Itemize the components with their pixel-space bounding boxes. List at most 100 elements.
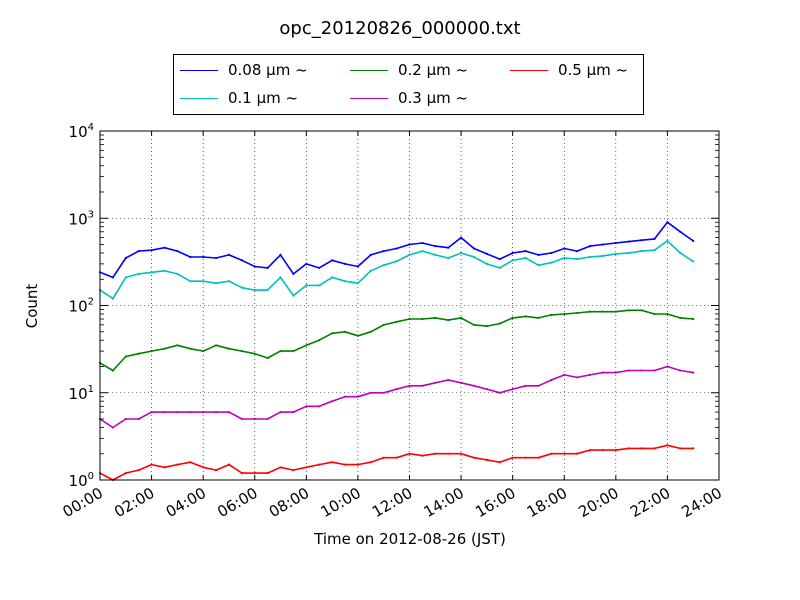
series-2-point (382, 323, 385, 326)
series-2-point (627, 309, 630, 312)
series-0-point (369, 253, 372, 256)
series-1-point (111, 297, 114, 300)
series-2-point (679, 316, 682, 319)
series-1-point (472, 255, 476, 259)
series-3-point (434, 381, 437, 384)
series-0-point (563, 247, 566, 250)
series-1-point (421, 250, 424, 253)
series-4-point (524, 456, 527, 459)
series-1-point (447, 256, 450, 260)
legend-label: 0.3 μm ~ (398, 89, 469, 107)
series-2-point (266, 356, 269, 360)
series-0-point (356, 265, 359, 268)
series-2-point (588, 310, 592, 313)
series-3-point (472, 384, 476, 387)
series-4-point (343, 463, 347, 466)
series-3-point (266, 417, 269, 421)
series-3-point (305, 405, 308, 408)
series-2-point (395, 320, 398, 323)
series-2-point (460, 316, 463, 319)
series-1-point (408, 253, 411, 256)
series-4-point (215, 469, 218, 472)
series-0-point (227, 253, 231, 256)
series-2-point (524, 315, 527, 318)
legend-line (180, 97, 218, 99)
series-3-point (331, 400, 334, 403)
series-1-point (537, 264, 540, 267)
series-2-point (279, 350, 282, 353)
series-4-point (266, 472, 269, 475)
x-tick-label: 18:00 (524, 484, 570, 521)
series-0-point (524, 250, 527, 253)
series-4-point (485, 458, 488, 461)
series-0-point (253, 265, 256, 268)
series-3-point (202, 411, 205, 414)
y-axis-label: Count (23, 284, 41, 329)
series-3-point (111, 426, 114, 429)
x-axis-label: Time on 2012-08-26 (JST) (313, 530, 506, 548)
x-tick-label: 08:00 (266, 484, 312, 521)
series-0-point (550, 251, 553, 255)
series-1-point (498, 266, 501, 269)
series-0-point (408, 243, 411, 246)
series-3-point (640, 369, 643, 372)
series-4-point (550, 452, 553, 455)
series-4-point (601, 449, 605, 452)
series-0-point (318, 266, 321, 269)
legend-line (350, 97, 388, 99)
series-4-point (576, 452, 579, 455)
series-3-point (511, 388, 514, 391)
series-1-point (331, 276, 334, 279)
x-tick-label: 16:00 (472, 484, 518, 521)
y-tick-label: 102 (69, 297, 94, 316)
series-1-point (550, 261, 553, 264)
series-4-point (472, 456, 476, 459)
series-4-point (150, 463, 153, 466)
axis-ticks (99, 130, 720, 481)
series-3-point (485, 388, 488, 391)
series-1-point (576, 258, 579, 261)
series-1-point (292, 294, 295, 297)
series-2-point (189, 347, 192, 350)
series-3-point (279, 411, 282, 414)
series-3-point (253, 417, 256, 421)
series-3-point (318, 405, 321, 408)
series-2-point (111, 369, 114, 372)
series-2-point (640, 309, 643, 312)
series-3-point (215, 411, 218, 414)
series-4-point (305, 466, 308, 469)
series-2-point (318, 339, 321, 342)
x-tick-labels: 00:00 02:00 04:00 06:00 08:00 10:00 12:00 14:00… (60, 484, 725, 521)
series-1-point (460, 251, 463, 255)
series-4-point (137, 469, 140, 472)
series-4-point (279, 466, 282, 469)
series-1-point (627, 251, 630, 255)
series-2-point (666, 312, 669, 316)
series-0-point (588, 245, 592, 248)
series-1-point (253, 289, 256, 292)
series-3-point (163, 411, 166, 414)
series-2-point (550, 313, 553, 316)
series-1-point (485, 262, 488, 265)
series-4-point (382, 456, 385, 459)
series-2-point (692, 317, 695, 321)
series-3-point (498, 391, 501, 394)
series-2-point (215, 344, 218, 347)
series-3-point (421, 384, 424, 387)
series-3-point (189, 411, 192, 414)
series-0-point (421, 241, 424, 245)
series-0-point (692, 239, 695, 242)
series-0-point (240, 259, 243, 262)
series-1-point (150, 271, 153, 274)
series-3-point (550, 378, 553, 382)
x-tick-label: 22:00 (627, 484, 673, 521)
series-2-point (343, 330, 347, 333)
series-4-point (292, 469, 295, 472)
series-2-point (408, 317, 411, 321)
series-0-point (189, 255, 192, 259)
series-4-point (318, 463, 321, 466)
grid-lines (100, 131, 719, 480)
series-4-point (588, 449, 592, 452)
series-2-point (511, 316, 514, 319)
series-line-4 (99, 444, 694, 481)
